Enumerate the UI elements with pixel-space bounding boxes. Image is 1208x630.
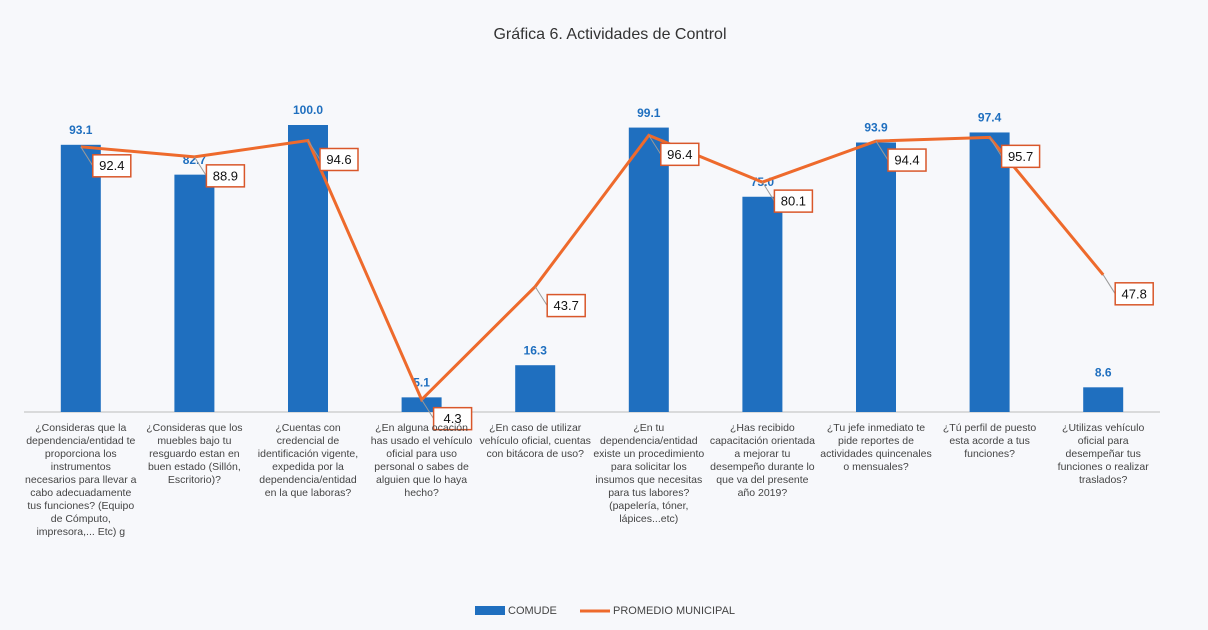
- line-value-label: 43.7: [554, 298, 579, 313]
- line-label-box: [1114, 282, 1154, 306]
- line-value-label: 4.3: [444, 411, 462, 426]
- x-tick-label: ¿Consideras que los muebles bajo tu resg…: [146, 422, 243, 486]
- leader-line: [761, 181, 775, 202]
- x-tick-label: ¿En caso de utilizar vehículo oficial, c…: [479, 422, 591, 460]
- line-value-label: 94.4: [894, 153, 919, 168]
- x-tick-label: ¿Cuentas con credencial de identificació…: [257, 422, 359, 499]
- bar-value-label: 8.6: [1095, 365, 1112, 379]
- bar: [742, 196, 783, 412]
- line-label-box: [205, 164, 246, 188]
- bar: [1083, 387, 1124, 412]
- x-tick-label: ¿En tu dependencia/entidad existe un pro…: [593, 422, 705, 525]
- line-value-label: 92.4: [99, 158, 124, 173]
- line-label-box: [660, 142, 700, 167]
- x-tick-label: ¿Utilizas vehículo oficial para desempeñ…: [1057, 422, 1149, 486]
- bar-value-label: 97.4: [978, 111, 1002, 125]
- leader-line: [421, 399, 435, 419]
- line-label-box: [773, 189, 814, 213]
- x-tick-label: ¿Consideras que la dependencia/entidad t…: [25, 422, 137, 538]
- bar: [969, 132, 1010, 412]
- x-tick-label: ¿Tu jefe inmediato te pide reportes de a…: [820, 422, 932, 473]
- leader-line: [989, 137, 1003, 157]
- bar: [628, 127, 669, 412]
- bar: [174, 174, 215, 412]
- leader-line: [193, 156, 207, 177]
- line-label-box: [887, 148, 927, 172]
- line-label-box: [546, 293, 586, 318]
- bar-value-label: 5.1: [413, 376, 430, 390]
- x-tick-label: ¿Has recibido capacitación orientada a m…: [709, 422, 815, 499]
- bar-value-label: 99.1: [637, 106, 661, 120]
- bar: [401, 397, 442, 412]
- line-value-label: 94.6: [326, 152, 351, 167]
- bar-value-label: 100.0: [293, 103, 323, 117]
- leader-line: [534, 286, 548, 306]
- line-value-label: 80.1: [781, 194, 806, 209]
- legend-swatch: [475, 606, 505, 615]
- legend-label: COMUDE: [508, 605, 557, 617]
- x-tick-label: ¿Tú perfil de puesto esta acorde a tus f…: [942, 422, 1037, 460]
- leader-line: [1102, 274, 1116, 295]
- line-value-label: 88.9: [213, 168, 238, 183]
- leader-line: [80, 146, 94, 167]
- bar: [60, 144, 101, 413]
- line: [80, 133, 1105, 403]
- legend-label: PROMEDIO MUNICIPAL: [613, 605, 735, 617]
- bar: [515, 365, 556, 412]
- line-label-box: [92, 154, 132, 178]
- line-value-label: 96.4: [667, 147, 692, 162]
- x-tick-label: ¿En alguna ocación has usado el vehículo…: [370, 422, 473, 499]
- line-label-box: [1000, 144, 1041, 169]
- leader-line: [307, 140, 321, 160]
- line-value-label: 47.8: [1122, 286, 1147, 301]
- leader-line: [875, 140, 889, 161]
- line-label-box: [432, 406, 473, 431]
- bar-value-label: 16.3: [524, 343, 548, 357]
- line-label-box: [319, 147, 359, 172]
- bar: [856, 142, 896, 412]
- bar-value-label: 93.1: [69, 123, 93, 137]
- chart-title: Gráfica 6. Actividades de Control: [493, 26, 726, 43]
- leader-line: [648, 135, 662, 155]
- bar-value-label: 93.9: [864, 121, 888, 135]
- line-value-label: 95.7: [1008, 149, 1033, 164]
